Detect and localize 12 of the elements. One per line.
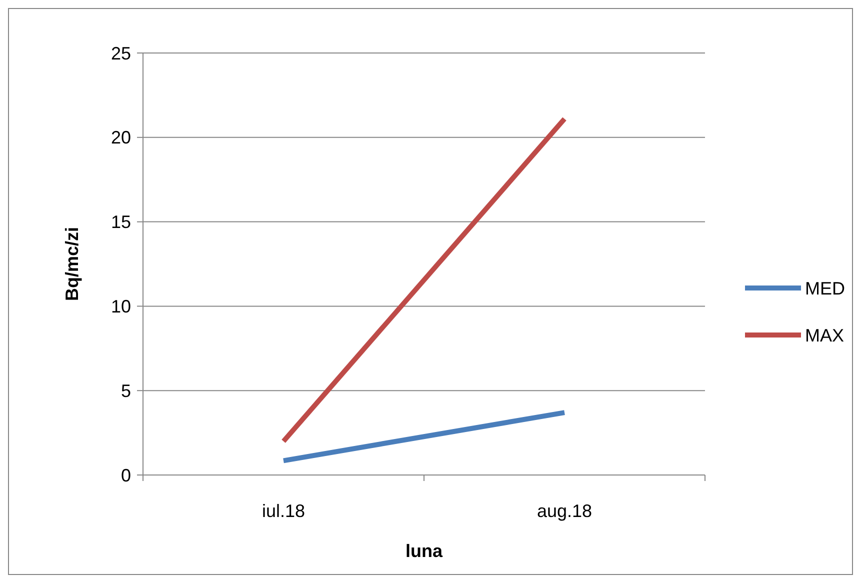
x-axis-title: luna <box>405 541 444 561</box>
y-tick-label: 5 <box>120 380 131 401</box>
x-tick-label: iul.18 <box>262 501 306 521</box>
y-axis-title: Bq/mc/zi <box>62 226 82 302</box>
y-tick-label: 0 <box>120 465 131 486</box>
y-tick-label: 10 <box>110 296 131 316</box>
legend-label: MAX <box>805 325 844 346</box>
x-tick-label: aug.18 <box>536 501 592 521</box>
legend-label: MED <box>805 278 845 298</box>
y-tick-label: 15 <box>110 212 131 232</box>
y-tick-label: 20 <box>110 128 131 148</box>
y-tick-label: 25 <box>110 43 131 64</box>
